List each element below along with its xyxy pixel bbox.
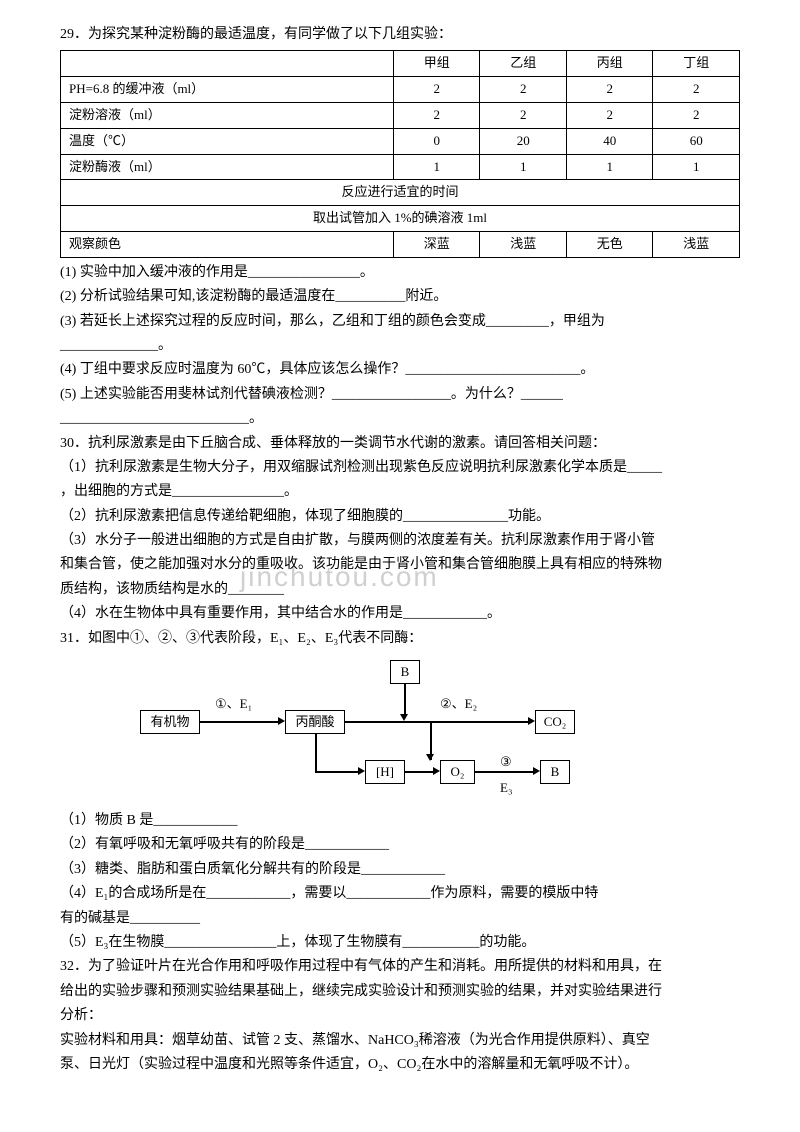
table-row: PH=6.8 的缓冲液（ml） 2 2 2 2	[61, 77, 740, 103]
arrowhead-icon	[400, 714, 408, 721]
q30-title: 30．抗利尿激素是由下丘脑合成、垂体释放的一类调节水代谢的激素。请回答相关问题：	[60, 433, 740, 455]
cell: 浅蓝	[480, 231, 567, 257]
cell: 2	[393, 77, 480, 103]
cell: 深蓝	[393, 231, 480, 257]
box-co2: CO₂	[535, 710, 575, 734]
cell: 观察颜色	[61, 231, 394, 257]
q31-title: 31．如图中①、②、③代表阶段，E₁、E₂、E₃代表不同酶：	[60, 628, 740, 650]
arrowhead-icon	[433, 767, 440, 775]
cell: 0	[393, 128, 480, 154]
q32-title: 32．为了验证叶片在光合作用和呼吸作用过程中有气体的产生和消耗。用所提供的材料和…	[60, 956, 740, 978]
arrowhead-icon	[278, 717, 285, 725]
th-blank	[61, 51, 394, 77]
q31-s3: （3）糖类、脂肪和蛋白质氧化分解共有的阶段是____________	[60, 859, 740, 881]
q29-s5a: (5) 上述实验能否用斐林试剂代替碘液检测？_________________。…	[60, 384, 740, 406]
cell: 1	[566, 154, 653, 180]
box-b-right: B	[540, 760, 570, 784]
q30-s3b: 和集合管，使之能加强对水分的重吸收。该功能是由于肾小管和集合管细胞膜上具有相应的…	[60, 554, 740, 576]
cell: 2	[566, 102, 653, 128]
q30-s2: （2）抗利尿激素把信息传递给靶细胞，体现了细胞膜的_______________…	[60, 506, 740, 528]
box-organic: 有机物	[140, 710, 200, 734]
box-b-top: B	[390, 660, 420, 684]
cell: 淀粉酶液（ml）	[61, 154, 394, 180]
q30-s4: （4）水在生物体中具有重要作用，其中结合水的作用是____________。	[60, 603, 740, 625]
arrow-line	[405, 771, 433, 773]
arrowhead-icon	[533, 767, 540, 775]
box-h: [H]	[365, 760, 405, 784]
table-row: 淀粉酶液（ml） 1 1 1 1	[61, 154, 740, 180]
q30-s1b: ，出细胞的方式是________________。	[60, 481, 740, 503]
page-content: 29．为探究某种淀粉酶的最适温度，有同学做了以下几组实验： 甲组 乙组 丙组 丁…	[60, 24, 740, 1076]
cell: 取出试管加入 1%的碘溶液 1ml	[61, 206, 740, 232]
table-row-span: 反应进行适宜的时间	[61, 180, 740, 206]
q29-s3a: (3) 若延长上述探究过程的反应时间，那么，乙组和丁组的颜色会变成_______…	[60, 311, 740, 333]
q32-l2: 给出的实验步骤和预测实验结果基础上，继续完成实验设计和预测实验的结果，并对实验结…	[60, 981, 740, 1003]
cell: 40	[566, 128, 653, 154]
q32-l3: 分析：	[60, 1005, 740, 1027]
q29-s5b: ___________________________。	[60, 408, 740, 430]
cell: 无色	[566, 231, 653, 257]
q29-s1: (1) 实验中加入缓冲液的作用是________________。	[60, 262, 740, 284]
box-pyruvate: 丙酮酸	[285, 710, 345, 734]
q30-s3a: （3）水分子一般进出细胞的方式是自由扩散，与膜两侧的浓度差有关。抗利尿激素作用于…	[60, 530, 740, 552]
arrow-line	[315, 771, 358, 773]
cell: 淀粉溶液（ml）	[61, 102, 394, 128]
cell: 2	[566, 77, 653, 103]
q31-s4b: 有的碱基是__________	[60, 908, 740, 930]
arrowhead-icon	[426, 754, 434, 761]
box-o2: O₂	[440, 760, 475, 784]
arrow-line	[200, 721, 278, 723]
q31-s4a: （4）E₁的合成场所是在____________，需要以____________…	[60, 883, 740, 905]
cell: 20	[480, 128, 567, 154]
cell: 浅蓝	[653, 231, 740, 257]
q31-flowchart: 有机物 丙酮酸 B CO₂ [H] O₂ B ①、E₁ ②、E₂ ③ E₃	[140, 660, 640, 800]
label-e3: E₃	[500, 778, 512, 799]
q31-s1: （1）物质 B 是____________	[60, 810, 740, 832]
q31-s5: （5）E₃在生物膜________________上，体现了生物膜有______…	[60, 932, 740, 954]
cell: 2	[480, 102, 567, 128]
cell: 2	[393, 102, 480, 128]
q32-l5: 泵、日光灯（实验过程中温度和光照等条件适宜，O₂、CO₂在水中的溶解量和无氧呼吸…	[60, 1054, 740, 1076]
q31-s2: （2）有氧呼吸和无氧呼吸共有的阶段是____________	[60, 834, 740, 856]
label-2e2: ②、E₂	[440, 694, 477, 715]
q29-title: 29．为探究某种淀粉酶的最适温度，有同学做了以下几组实验：	[60, 24, 740, 46]
cell: PH=6.8 的缓冲液（ml）	[61, 77, 394, 103]
cell: 2	[480, 77, 567, 103]
table-row-span: 取出试管加入 1%的碘溶液 1ml	[61, 206, 740, 232]
arrow-line	[345, 721, 528, 723]
th-bing: 丙组	[566, 51, 653, 77]
table-result-row: 观察颜色 深蓝 浅蓝 无色 浅蓝	[61, 231, 740, 257]
cell: 温度（℃）	[61, 128, 394, 154]
arrow-line	[315, 734, 317, 772]
th-ding: 丁组	[653, 51, 740, 77]
table-header-row: 甲组 乙组 丙组 丁组	[61, 51, 740, 77]
q29-s4: (4) 丁组中要求反应时温度为 60℃，具体应该怎么操作？___________…	[60, 359, 740, 381]
q30-s3c: 质结构，该物质结构是水的________	[60, 579, 740, 601]
q29-table: 甲组 乙组 丙组 丁组 PH=6.8 的缓冲液（ml） 2 2 2 2 淀粉溶液…	[60, 50, 740, 257]
q29-s2: (2) 分析试验结果可知,该淀粉酶的最适温度在__________附近。	[60, 286, 740, 308]
cell: 2	[653, 102, 740, 128]
q30-s1a: （1）抗利尿激素是生物大分子，用双缩脲试剂检测出现紫色反应说明抗利尿激素化学本质…	[60, 457, 740, 479]
q29-s3b: ______________。	[60, 335, 740, 357]
table-row: 温度（℃） 0 20 40 60	[61, 128, 740, 154]
table-row: 淀粉溶液（ml） 2 2 2 2	[61, 102, 740, 128]
cell: 1	[480, 154, 567, 180]
q32-l4: 实验材料和用具：烟草幼苗、试管 2 支、蒸馏水、NaHCO₃稀溶液（为光合作用提…	[60, 1030, 740, 1052]
cell: 1	[393, 154, 480, 180]
cell: 1	[653, 154, 740, 180]
th-jia: 甲组	[393, 51, 480, 77]
arrowhead-icon	[358, 767, 365, 775]
th-yi: 乙组	[480, 51, 567, 77]
cell: 2	[653, 77, 740, 103]
label-1e1: ①、E₁	[215, 694, 252, 715]
cell: 60	[653, 128, 740, 154]
label-3: ③	[500, 752, 512, 773]
arrow-line	[475, 771, 533, 773]
cell: 反应进行适宜的时间	[61, 180, 740, 206]
arrowhead-icon	[528, 717, 535, 725]
arrow-line	[404, 684, 406, 714]
